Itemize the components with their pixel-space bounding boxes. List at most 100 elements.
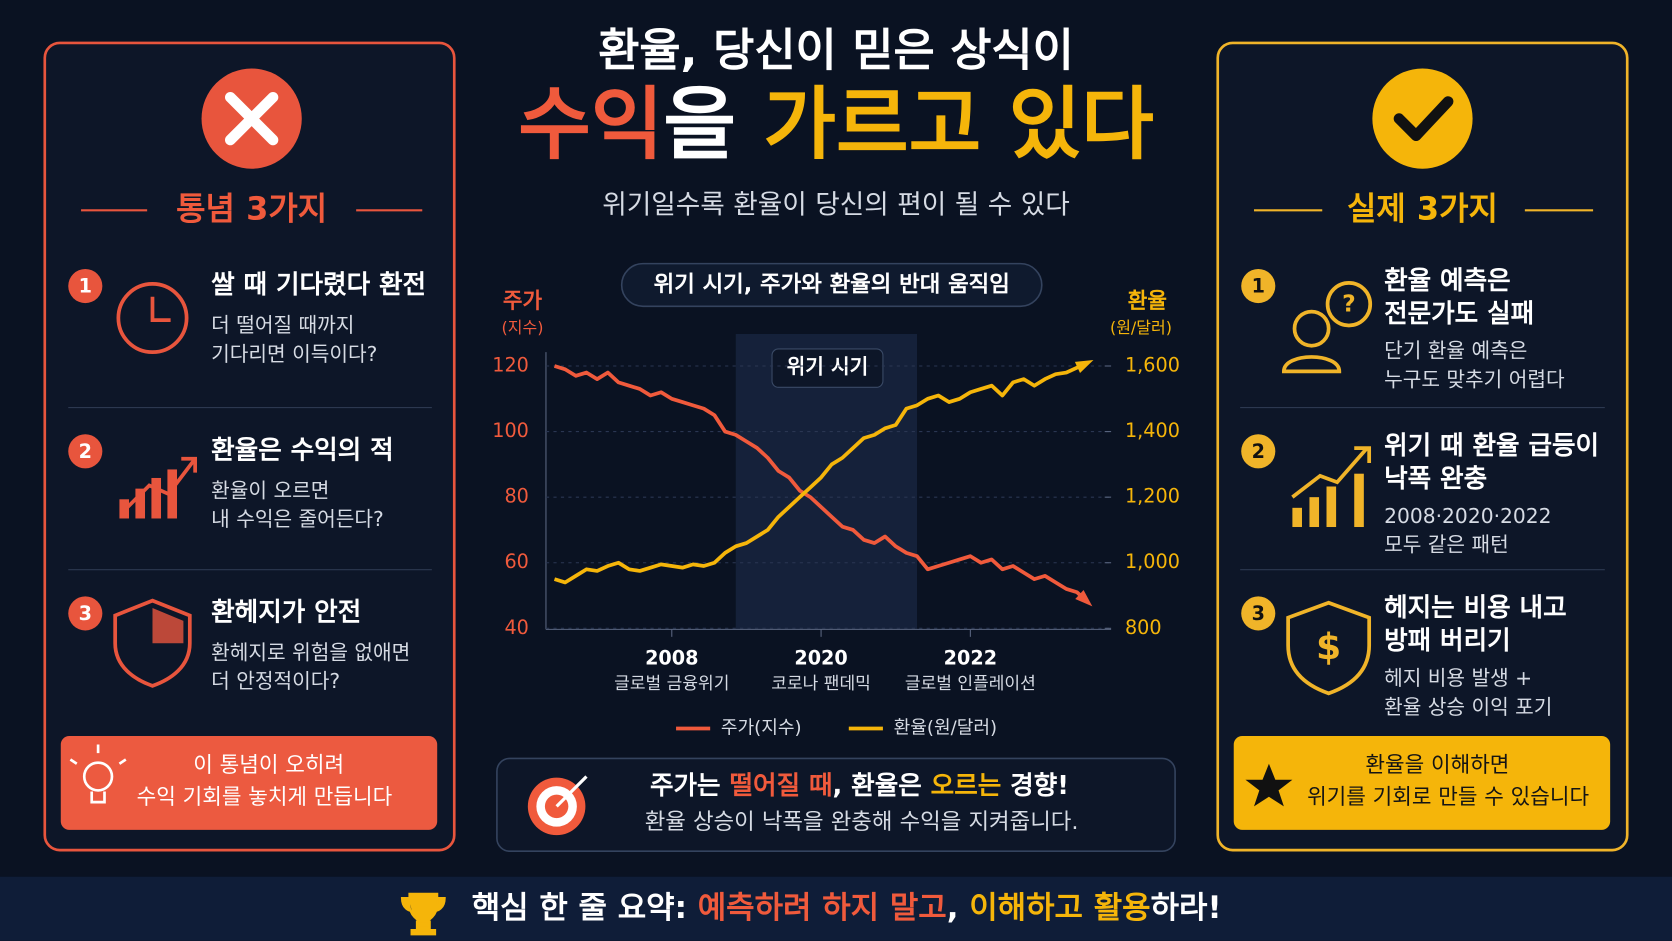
bar-icon (167, 469, 178, 519)
item-number-badge (1241, 596, 1276, 631)
tick-label: 100 (492, 419, 529, 442)
item-desc: 헤지 비용 발생 + (1384, 666, 1532, 690)
facts-panel (1216, 41, 1629, 852)
x-icon (224, 91, 279, 146)
person-icon (1292, 309, 1331, 348)
bar-icon (1354, 473, 1364, 528)
callout-line1: 주가는 떨어질 때, 환율은 오르는 경향! (650, 771, 1069, 801)
item-desc: 모두 같은 패턴 (1384, 533, 1509, 557)
legend-label: 주가(지수) (721, 718, 802, 739)
footer-text: 핵심 한 줄 요약: 예측하려 하지 말고, 이해하고 활용하라! (472, 889, 1222, 925)
item-desc: 기다리면 이득이다? (211, 342, 377, 366)
item-title: 위기 때 환율 급등이 (1384, 431, 1599, 461)
item-number: 3 (79, 602, 92, 625)
item-number-badge (68, 596, 103, 631)
x-tick-note: 코로나 팬데믹 (771, 674, 871, 694)
tick-label: 800 (1125, 616, 1162, 639)
callout-box (496, 757, 1176, 852)
facts-note (1233, 736, 1611, 830)
item-desc: 내 수익은 줄어든다? (211, 507, 384, 531)
dollar-icon: $ (1316, 626, 1341, 669)
plot (545, 360, 1112, 637)
facts-heading: 실제 3가지 (1347, 189, 1498, 227)
target-arrow (555, 775, 588, 808)
footer-part: , (947, 889, 970, 925)
item-desc: 2008·2020·2022 (1384, 504, 1551, 528)
item-number: 2 (79, 440, 92, 463)
series-line (553, 364, 1089, 604)
y2-axis-unit: (원/달러) (1110, 318, 1172, 337)
item-desc: 환헤지로 위험을 없애면 (211, 640, 410, 664)
x-tick-label: 2020 (794, 647, 847, 670)
myth-icons (113, 282, 198, 688)
clock-icon (150, 296, 171, 323)
callout-line2: 환율 상승이 낙폭을 완충해 수익을 지켜줍니다. (645, 809, 1079, 835)
question-icon (1325, 280, 1373, 328)
bar-icon (151, 477, 162, 519)
question-icon: ? (1342, 290, 1356, 318)
tick-label: 40 (504, 616, 528, 639)
item-number: 1 (79, 275, 92, 298)
y-axis-unit: (지수) (502, 318, 544, 337)
myths-note-text: 수익 기회를 놓치게 만듭니다 (137, 785, 393, 810)
chart-icon (1291, 446, 1372, 499)
tick-label: 1,000 (1125, 550, 1180, 573)
chart-title-pill (620, 262, 1043, 308)
tick-label: 60 (504, 550, 528, 573)
facts-note-text: 위기를 기회로 만들 수 있습니다 (1307, 785, 1589, 810)
bar-icon (1309, 497, 1320, 528)
crisis-label: 위기 시기 (787, 355, 869, 379)
star-icon (1245, 763, 1293, 807)
shield-icon (152, 608, 184, 644)
shield-icon (1286, 600, 1372, 696)
line-arrowhead (1074, 360, 1094, 373)
item-title: 전문가도 실패 (1384, 299, 1534, 329)
target-icon (527, 775, 588, 836)
x-tick-label: 2008 (645, 647, 698, 670)
fact-icons (1281, 280, 1373, 696)
x-tick-note: 글로벌 금융위기 (614, 674, 729, 694)
myths-panel (43, 41, 456, 852)
chart-title: 위기 시기, 주가와 환율의 반대 움직임 (654, 271, 1010, 297)
callout-accent: 떨어질 때 (730, 771, 833, 801)
callout-accent: 오르는 (931, 771, 1002, 801)
item-desc: 더 안정적이다? (211, 669, 340, 693)
item-desc: 환율 상승 이익 포기 (1384, 695, 1552, 719)
item-number-badge (68, 434, 103, 469)
item-number: 3 (1252, 602, 1265, 625)
bar-icon (119, 499, 130, 519)
callout-text: , 환율은 (833, 771, 931, 801)
title-accent: 수익 (518, 79, 663, 171)
bulb-icon (82, 761, 114, 792)
check-icon (1393, 96, 1454, 142)
crisis-label-box (771, 348, 884, 388)
footer-accent: 이해하고 활용 (969, 889, 1150, 925)
title-line2: 수익을 가르고 있다 (518, 79, 1154, 171)
item-title: 환율 예측은 (1384, 266, 1511, 296)
item-number-badge (68, 268, 103, 304)
item-title: 낙폭 완충 (1384, 464, 1487, 494)
item-title: 방패 버리기 (1384, 626, 1511, 656)
legend-label: 환율(원/달러) (894, 718, 998, 739)
series-line (553, 361, 1089, 585)
x-tick-label: 2022 (944, 647, 997, 670)
shield-icon (113, 598, 192, 688)
item-number-badge (1241, 434, 1276, 469)
item-desc: 누구도 맞추기 어렵다 (1384, 367, 1565, 391)
line-arrowhead (1075, 589, 1093, 607)
tick-label: 1,600 (1125, 354, 1180, 377)
item-title: 환헤지가 안전 (211, 597, 361, 627)
tick-label: 80 (504, 485, 528, 508)
person-icon (1281, 355, 1342, 374)
bulb-icon (69, 744, 127, 804)
fact-bars (1292, 473, 1364, 528)
item-number-badge (1241, 268, 1276, 304)
trophy-icon (400, 892, 446, 936)
myths-note-text: 이 통념이 오히려 (193, 753, 344, 778)
item-desc: 더 떨어질 때까지 (211, 313, 354, 337)
myths-note (60, 736, 438, 830)
y2-axis-title: 환율 (1128, 289, 1167, 314)
footer-part: 핵심 한 줄 요약: (472, 889, 698, 925)
tick-label: 120 (492, 354, 529, 377)
